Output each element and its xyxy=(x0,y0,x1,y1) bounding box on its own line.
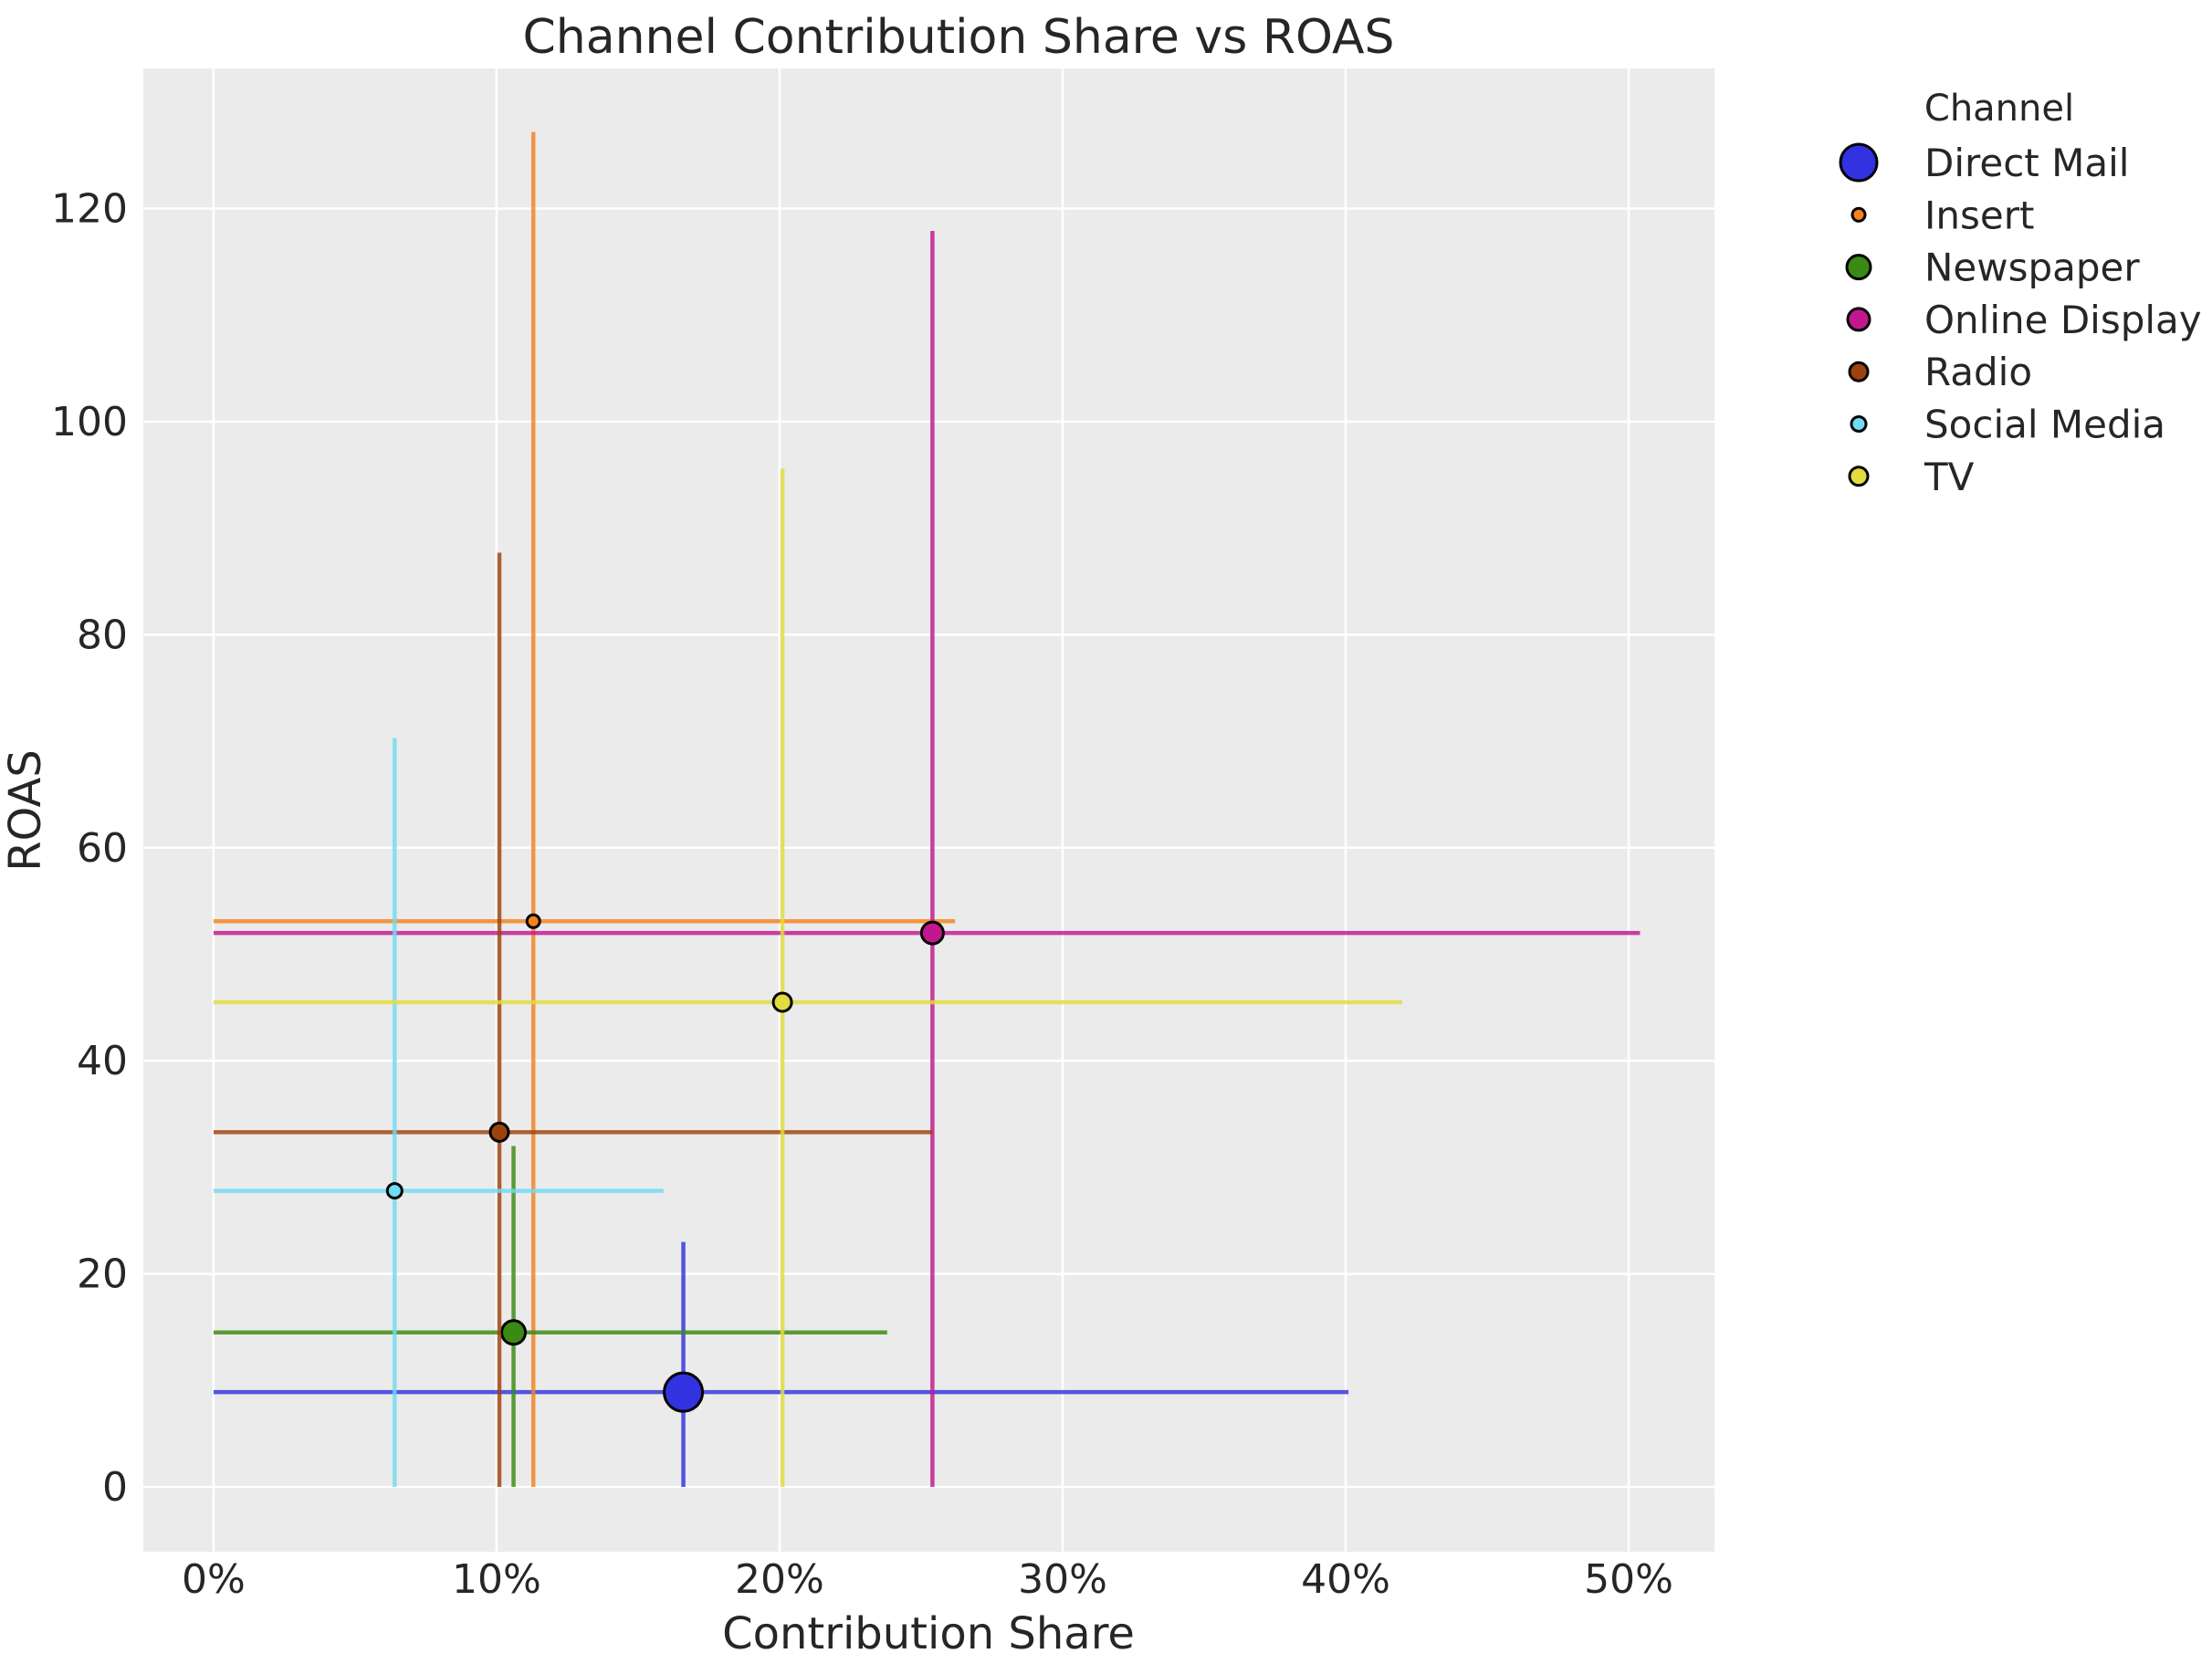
chart-title: Channel Contribution Share vs ROAS xyxy=(522,10,1394,65)
legend-marker-radio xyxy=(1848,361,1870,382)
legend-label-radio: Radio xyxy=(1924,350,2032,394)
series-layer xyxy=(213,131,1641,1488)
legend-item-newspaper: Newspaper xyxy=(1845,246,2140,290)
x-axis-label: Contribution Share xyxy=(722,1608,1135,1659)
marker-direct-mail xyxy=(663,1371,705,1413)
marker-tv xyxy=(771,991,793,1013)
legend-label-online-display: Online Display xyxy=(1924,298,2202,342)
series-online-display xyxy=(213,230,1641,1488)
legend-label-newspaper: Newspaper xyxy=(1924,246,2140,290)
legend-marker-direct-mail xyxy=(1839,142,1879,183)
legend-label-social-media: Social Media xyxy=(1924,403,2165,447)
legend-item-tv: TV xyxy=(1848,455,1975,499)
legend-item-insert: Insert xyxy=(1850,193,2034,237)
marker-newspaper xyxy=(500,1319,528,1346)
series-insert xyxy=(213,131,956,1488)
legend-items: Direct Mail Insert Newspaper Online Display… xyxy=(1839,141,2202,499)
y-tick-label-6: 120 xyxy=(51,185,128,232)
marker-online-display xyxy=(919,920,945,946)
legend-item-online-display: Online Display xyxy=(1846,298,2202,342)
series-radio xyxy=(213,552,933,1488)
marker-radio xyxy=(488,1121,510,1143)
marker-insert xyxy=(525,913,541,929)
series-social-media xyxy=(213,738,664,1488)
marker-social-media xyxy=(385,1182,404,1200)
legend-item-radio: Radio xyxy=(1848,350,2032,394)
legend-item-social-media: Social Media xyxy=(1850,403,2165,447)
x-tick-label-1: 10% xyxy=(452,1556,541,1603)
legend-label-tv: TV xyxy=(1924,455,1975,499)
legend-marker-tv xyxy=(1848,466,1870,487)
legend-label-direct-mail: Direct Mail xyxy=(1924,141,2129,185)
legend-marker-online-display xyxy=(1846,307,1871,332)
y-axis-ticks: 0 20 40 60 80 100 120 xyxy=(51,185,128,1511)
x-tick-label-4: 40% xyxy=(1301,1556,1390,1603)
y-tick-label-1: 20 xyxy=(77,1251,128,1298)
y-tick-label-2: 40 xyxy=(77,1038,128,1084)
y-tick-label-3: 60 xyxy=(77,825,128,872)
legend: Channel Direct Mail Insert Newspaper Online… xyxy=(1839,88,2202,499)
legend-label-insert: Insert xyxy=(1924,193,2034,237)
series-newspaper xyxy=(213,1146,887,1488)
legend-marker-newspaper xyxy=(1845,254,1872,281)
series-tv xyxy=(213,468,1403,1488)
gridlines xyxy=(143,68,1714,1552)
x-tick-label-5: 50% xyxy=(1584,1556,1673,1603)
x-tick-label-2: 20% xyxy=(735,1556,824,1603)
x-axis-ticks: 0% 10% 20% 30% 40% 50% xyxy=(182,1556,1673,1603)
legend-title: Channel xyxy=(1924,88,2074,130)
y-tick-label-0: 0 xyxy=(102,1464,128,1511)
plot-area xyxy=(143,68,1714,1552)
x-tick-label-0: 0% xyxy=(182,1556,246,1603)
legend-item-direct-mail: Direct Mail xyxy=(1839,141,2129,185)
x-tick-label-3: 30% xyxy=(1018,1556,1107,1603)
legend-marker-insert xyxy=(1850,206,1867,223)
legend-marker-social-media xyxy=(1850,415,1868,433)
y-tick-label-5: 100 xyxy=(51,399,128,445)
y-axis-label: ROAS xyxy=(0,749,51,872)
y-tick-label-4: 80 xyxy=(77,612,128,658)
